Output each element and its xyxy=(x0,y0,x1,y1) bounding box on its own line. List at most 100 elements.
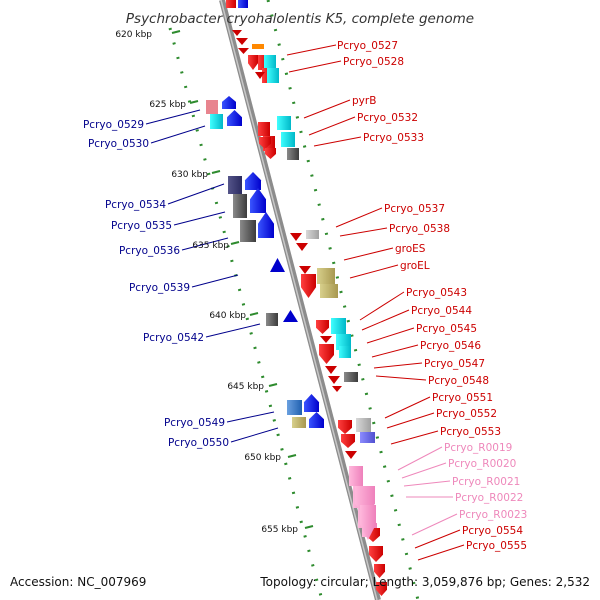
outer-dotted-track xyxy=(168,27,324,600)
gene-label[interactable]: Pcryo_0555 xyxy=(466,540,527,552)
leader-line xyxy=(417,544,465,561)
feature-glyph xyxy=(250,188,266,213)
tick-label: 650 kbp xyxy=(244,453,281,463)
leader-line xyxy=(349,264,399,279)
leader-line xyxy=(230,427,279,443)
gene-label[interactable]: Pcryo_0527 xyxy=(337,40,398,52)
feature-glyph xyxy=(309,412,324,428)
feature-glyph xyxy=(258,122,270,136)
gene-label[interactable]: Pcryo_0530 xyxy=(88,138,149,150)
gene-label[interactable]: Pcryo_0539 xyxy=(129,282,190,294)
gene-label[interactable]: Pcryo_0535 xyxy=(111,220,172,232)
feature-glyph xyxy=(287,400,302,415)
gene-label[interactable]: Pcryo_0528 xyxy=(343,56,404,68)
gene-label[interactable]: pyrB xyxy=(352,95,376,107)
feature-glyph xyxy=(206,100,218,114)
feature-glyph xyxy=(236,38,248,45)
gene-label[interactable]: Pcryo_R0022 xyxy=(455,492,523,504)
genome-summary-text: Topology: circular; Length: 3,059,876 bp… xyxy=(259,575,590,589)
tick-mark xyxy=(189,100,199,104)
feature-glyph xyxy=(270,258,285,272)
feature-glyph xyxy=(252,44,264,49)
gene-label[interactable]: Pcryo_0543 xyxy=(406,287,467,299)
leader-line xyxy=(343,247,394,261)
feature-glyph xyxy=(338,420,352,434)
leader-line xyxy=(173,211,226,226)
feature-glyph xyxy=(238,0,248,8)
feature-glyph xyxy=(255,72,265,79)
feature-glyph xyxy=(283,310,298,322)
feature-glyph xyxy=(281,132,295,147)
gene-label[interactable]: Pcryo_0532 xyxy=(357,112,418,124)
feature-glyph xyxy=(265,148,276,159)
feature-glyph xyxy=(360,432,375,443)
leader-line xyxy=(303,99,351,119)
feature-glyph xyxy=(264,55,276,70)
feature-glyph xyxy=(259,137,271,149)
tick-mark xyxy=(230,241,240,245)
feature-glyph xyxy=(226,0,236,8)
leader-line xyxy=(335,207,383,228)
tick-mark xyxy=(249,312,259,316)
leader-line xyxy=(359,291,405,321)
gene-label[interactable]: Pcryo_R0023 xyxy=(459,509,527,521)
gene-label[interactable]: groEL xyxy=(400,260,430,272)
feature-glyph xyxy=(301,274,316,298)
tick-label: 620 kbp xyxy=(115,30,152,40)
leader-line xyxy=(313,136,362,147)
feature-glyph xyxy=(296,243,308,251)
genome-backbone-highlight xyxy=(220,0,378,600)
tick-label: 655 kbp xyxy=(261,525,298,535)
feature-glyph xyxy=(376,582,387,596)
feature-glyph xyxy=(319,344,334,364)
gene-label[interactable]: Pcryo_0544 xyxy=(411,305,472,317)
leader-line xyxy=(373,362,423,369)
gene-label[interactable]: Pcryo_0554 xyxy=(462,525,523,537)
gene-label[interactable]: Pcryo_0537 xyxy=(384,203,445,215)
gene-label[interactable]: Pcryo_0536 xyxy=(119,245,180,257)
gene-label[interactable]: Pcryo_0534 xyxy=(105,199,166,211)
tick-label: 640 kbp xyxy=(209,311,246,321)
gene-label[interactable]: Pcryo_0553 xyxy=(440,426,501,438)
feature-glyph xyxy=(360,505,376,540)
feature-glyph xyxy=(304,394,319,412)
gene-label[interactable]: Pcryo_0533 xyxy=(363,132,424,144)
gene-label[interactable]: Pcryo_0548 xyxy=(428,375,489,387)
gene-label[interactable]: Pcryo_0546 xyxy=(420,340,481,352)
gene-label[interactable]: Pcryo_0529 xyxy=(83,119,144,131)
feature-glyph xyxy=(233,194,247,218)
gene-label[interactable]: Pcryo_R0019 xyxy=(444,442,512,454)
gene-label[interactable]: Pcryo_0549 xyxy=(164,417,225,429)
gene-label[interactable]: Pcryo_0547 xyxy=(424,358,485,370)
forward-gene-labels: Pcryo_0527 Pcryo_0528 pyrB Pcryo_0532 Pc… xyxy=(337,40,527,552)
gene-label[interactable]: Pcryo_0552 xyxy=(436,408,497,420)
leader-line xyxy=(191,274,239,288)
leader-line xyxy=(401,462,447,479)
feature-glyph xyxy=(316,320,329,334)
tick-mark xyxy=(287,454,297,458)
feature-glyph xyxy=(328,376,340,384)
tick-mark xyxy=(268,383,278,387)
genome-backbone xyxy=(219,0,381,600)
gene-label[interactable]: Pcryo_R0021 xyxy=(452,476,520,488)
feature-glyph xyxy=(277,116,291,130)
gene-label[interactable]: Pcryo_0550 xyxy=(168,437,229,449)
feature-glyph xyxy=(287,148,299,160)
feature-glyph xyxy=(341,434,355,448)
tick-label: 625 kbp xyxy=(149,100,186,110)
leader-line xyxy=(414,529,461,549)
gene-label[interactable]: Pcryo_0551 xyxy=(432,392,493,404)
tick-label: 630 kbp xyxy=(171,170,208,180)
gene-label[interactable]: Pcryo_0538 xyxy=(389,223,450,235)
tick-mark xyxy=(171,30,181,34)
leader-line xyxy=(226,411,275,423)
gene-label[interactable]: groES xyxy=(395,243,426,255)
feature-glyph xyxy=(339,346,351,358)
gene-label[interactable]: Pcryo_0545 xyxy=(416,323,477,335)
leader-line xyxy=(361,309,410,331)
gene-label[interactable]: Pcryo_0542 xyxy=(143,332,204,344)
feature-glyph xyxy=(227,110,242,126)
feature-glyph xyxy=(356,418,371,432)
feature-glyph xyxy=(320,336,332,343)
gene-label[interactable]: Pcryo_R0020 xyxy=(448,458,516,470)
